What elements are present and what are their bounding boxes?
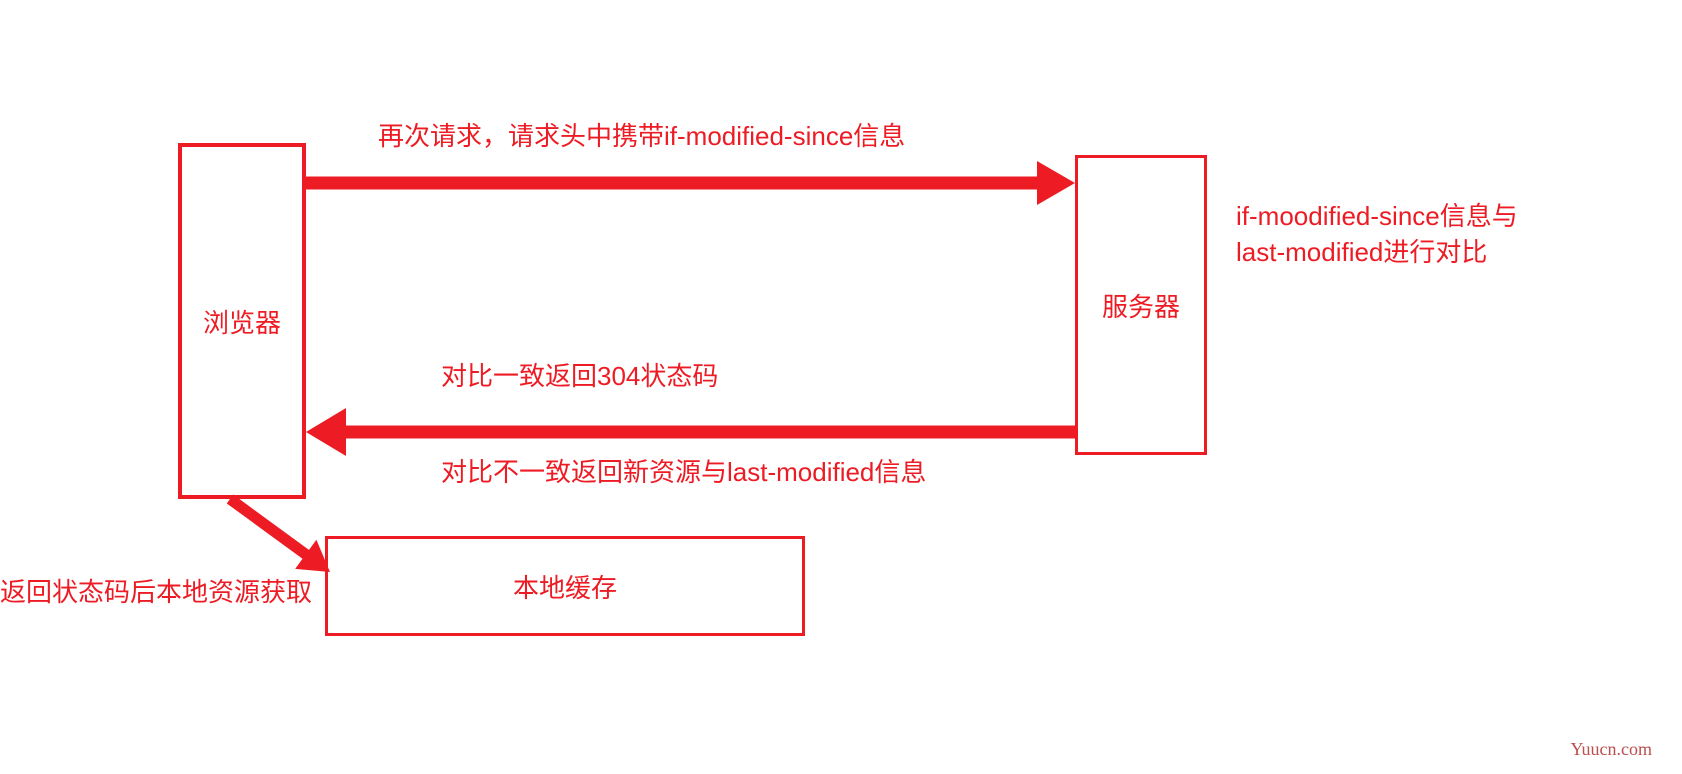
label-server-note-1: if-moodified-since信息与	[1236, 196, 1518, 233]
watermark: Yuucn.com	[1571, 739, 1652, 760]
label-response-above: 对比一致返回304状态码	[441, 356, 718, 393]
node-browser-label: 浏览器	[203, 303, 281, 340]
label-server-note-2: last-modified进行对比	[1236, 232, 1487, 269]
node-cache-label: 本地缓存	[513, 568, 617, 605]
node-server: 服务器	[1075, 155, 1207, 455]
label-response-below: 对比不一致返回新资源与last-modified信息	[441, 452, 926, 489]
node-server-label: 服务器	[1102, 287, 1180, 324]
node-browser: 浏览器	[178, 143, 306, 499]
label-request-top: 再次请求，请求头中携带if-modified-since信息	[378, 116, 905, 153]
label-cache-fetch: 返回状态码后本地资源获取	[0, 572, 312, 609]
node-cache: 本地缓存	[325, 536, 805, 636]
